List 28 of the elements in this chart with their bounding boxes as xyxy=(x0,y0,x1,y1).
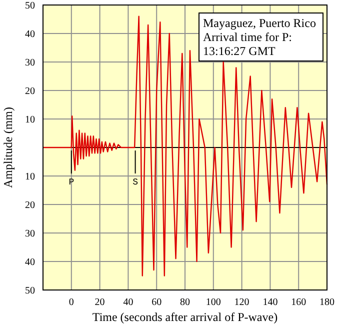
ref-line-label: S xyxy=(132,178,138,188)
x-axis-title: Time (seconds after arrival of P-wave) xyxy=(92,310,278,324)
x-tick-label: 0 xyxy=(68,297,74,308)
y-tick-label: 30 xyxy=(25,228,35,240)
y-tick-label: 40 xyxy=(25,257,35,268)
x-tick-label: 160 xyxy=(291,297,306,308)
y-tick-label: 50 xyxy=(25,286,35,296)
y-tick-label: 20 xyxy=(25,200,35,211)
y-tick-label: 50 xyxy=(25,0,35,12)
y-axis-title: Amplitude (mm) xyxy=(1,107,15,188)
x-tick-label: 100 xyxy=(206,297,221,308)
y-tick-label: 40 xyxy=(25,29,35,40)
y-tick-label: 30 xyxy=(25,58,35,68)
x-tick-label: 20 xyxy=(94,297,105,308)
x-tick-label: 60 xyxy=(152,297,162,308)
ref-line-label: P xyxy=(68,178,74,188)
y-tick-label: 10 xyxy=(25,172,35,182)
annotation: Mayaguez, Puerto Rico xyxy=(203,16,316,30)
x-tick-label: 120 xyxy=(234,297,250,308)
x-tick-label: 180 xyxy=(320,297,334,308)
x-tick-label: 140 xyxy=(262,297,278,308)
x-tick-label: 40 xyxy=(123,297,134,308)
y-tick-label: 10 xyxy=(25,114,35,126)
annotation: 13:16:27 GMT xyxy=(203,44,276,58)
line-series xyxy=(42,16,328,276)
y-tick-label: 20 xyxy=(25,86,35,97)
x-tick-label: 80 xyxy=(180,297,190,308)
annotation: Arrival time for P: xyxy=(203,30,292,44)
